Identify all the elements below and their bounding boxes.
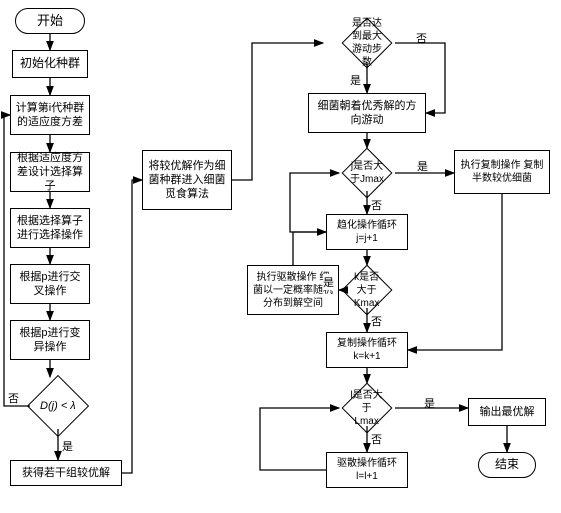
edge-label-13: 否 bbox=[371, 197, 382, 213]
edge-label-15: 否 bbox=[371, 313, 382, 329]
node-label: k是否大于Kmax bbox=[350, 271, 384, 310]
edge-19 bbox=[408, 194, 502, 350]
edge-label-18: 是 bbox=[417, 158, 428, 174]
edge-label-11: 是 bbox=[350, 72, 361, 88]
edge-label-7: 是 bbox=[62, 438, 73, 454]
node-n14: 执行复制操作 复制半数较优细菌 bbox=[454, 150, 550, 194]
edge-label-8: 否 bbox=[8, 390, 19, 406]
node-d_top: 是否达到最大游动步数 bbox=[342, 18, 393, 69]
node-d_l: l是否大于Lmax bbox=[342, 383, 393, 434]
node-n9: 细菌朝着优秀解的方向游动 bbox=[308, 93, 426, 133]
node-n7: 获得若干组较优解 bbox=[10, 460, 122, 486]
node-n2: 计算第i代种群的适应度方差 bbox=[10, 95, 90, 135]
edge-label-22: 是 bbox=[424, 395, 435, 411]
node-n8: 将较优解作为细菌种群进入细菌觅食算法 bbox=[142, 150, 232, 210]
node-n4: 根据选择算子进行选择操作 bbox=[10, 208, 90, 248]
flowchart-canvas: 开始初始化种群计算第i代种群的适应度方差根据适应度方差设计选择算子根据选择算子进… bbox=[0, 0, 561, 513]
node-n11: 执行驱散操作 细菌以一定概率随机分布到解空间 bbox=[247, 265, 339, 315]
node-label: l是否大于Lmax bbox=[350, 389, 384, 428]
node-n1: 初始化种群 bbox=[12, 50, 88, 78]
node-n6: 根据p进行变异操作 bbox=[10, 320, 90, 360]
node-n5: 根据p进行交叉操作 bbox=[10, 264, 90, 304]
node-d_j: j是否大于Jmax bbox=[342, 148, 393, 199]
node-n3: 根据适应度方差设计选择算子 bbox=[10, 152, 90, 192]
node-n12: 复制操作循环 k=k+1 bbox=[326, 332, 408, 368]
node-start: 开始 bbox=[15, 8, 85, 34]
node-label: D(j) < λ bbox=[37, 399, 79, 413]
edge-label-25: 否 bbox=[416, 30, 427, 46]
edge-9 bbox=[122, 180, 142, 473]
node-n13: 驱散操作循环 l=l+1 bbox=[326, 452, 408, 488]
node-n10: 趋化操作循环 j=j+1 bbox=[326, 214, 408, 250]
node-d1: D(j) < λ bbox=[27, 375, 89, 437]
node-n15: 输出最优解 bbox=[468, 398, 546, 426]
node-end: 结束 bbox=[478, 452, 536, 478]
edge-label-17: 否 bbox=[371, 431, 382, 447]
node-label: 是否达到最大游动步数 bbox=[350, 17, 384, 69]
edge-label-20: 是 bbox=[323, 274, 334, 290]
edge-21 bbox=[293, 232, 326, 265]
node-d_k: k是否大于Kmax bbox=[342, 265, 393, 316]
node-label: j是否大于Jmax bbox=[350, 160, 384, 186]
